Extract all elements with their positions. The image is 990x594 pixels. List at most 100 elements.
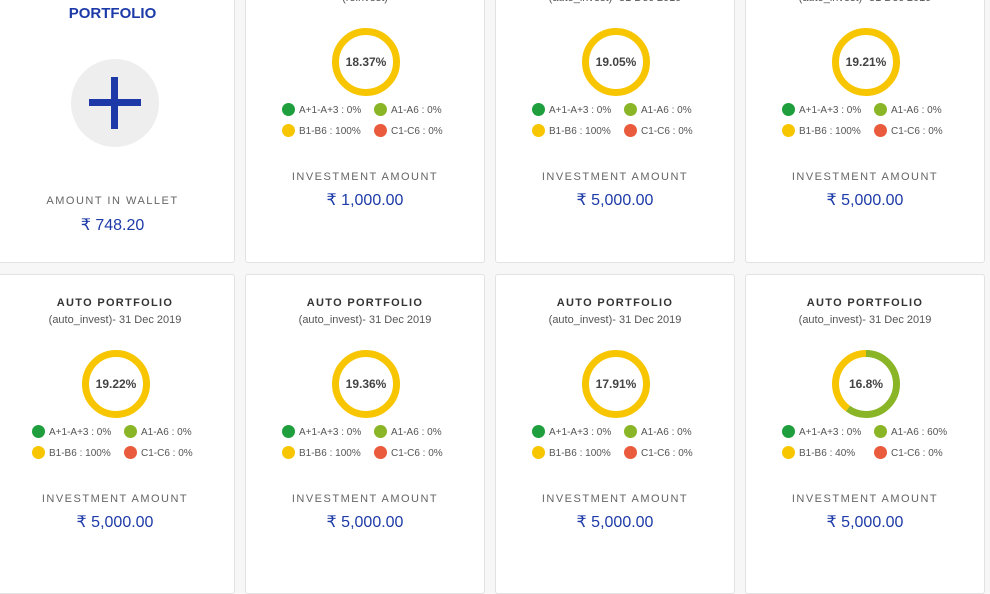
- donut-segment-b-grade: [332, 28, 400, 96]
- investment-amount: ₹ 1,000.00: [326, 192, 404, 209]
- portfolio-return-pct: 18.37%: [345, 55, 387, 69]
- legend-a-plus: A+1-A+3 : 0%: [32, 425, 111, 438]
- donut-segment-b-grade: [332, 350, 400, 418]
- add-portfolio-button[interactable]: [71, 59, 159, 147]
- legend-label: C1-C6 : 0%: [891, 448, 943, 460]
- portfolio-subtitle: (auto_invest)- 31 Dec 2019: [48, 314, 182, 326]
- legend-label: C1-C6 : 0%: [141, 448, 193, 460]
- legend-dot-a-plus: [782, 425, 795, 438]
- legend-label: A+1-A+3 : 0%: [799, 427, 862, 439]
- allocation-donut: 16.8%: [831, 349, 901, 419]
- portfolio-return-pct: 17.91%: [595, 377, 637, 391]
- portfolio-card[interactable]: AUTO PORTFOLIO (auto_invest)- 31 Dec 2019…: [495, 274, 735, 594]
- legend-label: A1-A6 : 0%: [891, 105, 942, 117]
- investment-amount: ₹ 5,000.00: [826, 192, 904, 209]
- legend-b: B1-B6 : 100%: [782, 124, 861, 137]
- legend-a: A1-A6 : 60%: [874, 425, 947, 438]
- legend-a-plus: A+1-A+3 : 0%: [782, 425, 862, 439]
- investment-amount: ₹ 5,000.00: [826, 514, 904, 531]
- investment-amount-label: INVESTMENT AMOUNT: [291, 171, 439, 183]
- legend-dot-c: [624, 446, 637, 459]
- allocation-donut: 19.22%: [81, 349, 151, 419]
- portfolio-return-pct: 19.05%: [595, 55, 637, 69]
- allocation-donut: 19.21%: [831, 27, 901, 97]
- legend-b: B1-B6 : 100%: [32, 446, 111, 459]
- legend-label: A1-A6 : 0%: [641, 105, 692, 117]
- donut-segment-b-grade: [582, 28, 650, 96]
- legend-dot-a: [624, 103, 637, 116]
- investment-amount-label: INVESTMENT AMOUNT: [791, 493, 939, 505]
- legend-dot-a-plus: [282, 103, 295, 116]
- investment-amount: ₹ 5,000.00: [76, 514, 154, 531]
- legend-dot-a: [874, 103, 887, 116]
- investment-amount-label: INVESTMENT AMOUNT: [541, 171, 689, 183]
- legend-label: B1-B6 : 100%: [549, 126, 611, 138]
- portfolio-title: AUTO PORTFOLIO: [306, 297, 424, 309]
- legend-label: B1-B6 : 100%: [299, 448, 361, 460]
- investment-amount-label: INVESTMENT AMOUNT: [291, 493, 439, 505]
- portfolio-return-pct: 16.8%: [848, 377, 884, 391]
- legend-c: C1-C6 : 0%: [874, 124, 943, 138]
- legend-b: B1-B6 : 100%: [532, 446, 611, 460]
- allocation-donut: 17.91%: [581, 349, 651, 419]
- wallet-title: PORTFOLIO: [68, 5, 157, 22]
- legend-b: B1-B6 : 100%: [282, 124, 361, 138]
- legend-label: A1-A6 : 0%: [391, 427, 442, 439]
- allocation-donut: 19.05%: [581, 27, 651, 97]
- legend-dot-c: [874, 446, 887, 459]
- legend-c: C1-C6 : 0%: [624, 446, 693, 460]
- legend-dot-c: [874, 124, 887, 137]
- legend-label: C1-C6 : 0%: [641, 448, 693, 460]
- legend-b: B1-B6 : 40%: [782, 446, 856, 460]
- legend-dot-b: [282, 124, 295, 137]
- portfolio-subtitle: (auto_invest)- 31 Dec 2019: [746, 0, 984, 4]
- portfolio-subtitle: (auto_invest)- 31 Dec 2019: [548, 314, 682, 326]
- donut-segment-b-grade: [82, 350, 150, 418]
- portfolio-card[interactable]: (auto_invest)- 31 Dec 2019 19.21% A+1-A+3 …: [745, 0, 985, 263]
- legend-a: A1-A6 : 0%: [624, 425, 692, 439]
- legend-label: C1-C6 : 0%: [891, 126, 943, 138]
- legend-c: C1-C6 : 0%: [374, 446, 443, 459]
- wallet-amount: ₹ 748.20: [80, 217, 145, 234]
- legend-label: A+1-A+3 : 0%: [549, 427, 612, 439]
- portfolio-card[interactable]: (reinvest) 18.37% A+1-A+3 : 0% A1-A6 : 0% B1…: [245, 0, 485, 263]
- investment-amount: ₹ 5,000.00: [576, 192, 654, 209]
- portfolio-return-pct: 19.22%: [95, 377, 137, 391]
- legend-a-plus: A+1-A+3 : 0%: [532, 425, 612, 439]
- allocation-donut: 19.36%: [331, 349, 401, 419]
- portfolio-card[interactable]: AUTO PORTFOLIO (auto_invest)- 31 Dec 2019…: [0, 274, 235, 594]
- legend-a: A1-A6 : 0%: [874, 103, 942, 117]
- portfolio-title: AUTO PORTFOLIO: [56, 297, 174, 309]
- legend-dot-a: [624, 425, 637, 438]
- portfolio-card[interactable]: AUTO PORTFOLIO (auto_invest)- 31 Dec 2019…: [745, 274, 985, 594]
- legend-dot-a: [124, 425, 137, 438]
- wallet-amount-label: AMOUNT IN WALLET: [46, 195, 179, 207]
- legend-label: B1-B6 : 100%: [549, 448, 611, 460]
- legend-dot-a-plus: [282, 425, 295, 438]
- legend-label: B1-B6 : 40%: [799, 448, 856, 460]
- investment-amount-label: INVESTMENT AMOUNT: [791, 171, 939, 183]
- legend-a-plus: A+1-A+3 : 0%: [282, 103, 362, 117]
- portfolio-card[interactable]: (auto_invest)- 31 Dec 2019 19.05% A+1-A+3 …: [495, 0, 735, 263]
- legend-c: C1-C6 : 0%: [124, 446, 193, 460]
- allocation-donut: 18.37%: [331, 27, 401, 97]
- donut-segment-b-grade: [582, 350, 650, 418]
- legend-label: A+1-A+3 : 0%: [299, 105, 362, 117]
- legend-a: A1-A6 : 0%: [124, 425, 192, 438]
- legend-label: A1-A6 : 0%: [641, 427, 692, 439]
- legend-label: B1-B6 : 100%: [299, 126, 361, 138]
- portfolio-card[interactable]: AUTO PORTFOLIO (auto_invest)- 31 Dec 2019…: [245, 274, 485, 594]
- legend-dot-a: [374, 103, 387, 116]
- legend-dot-c: [374, 446, 387, 459]
- legend-c: C1-C6 : 0%: [374, 124, 443, 137]
- legend-c: C1-C6 : 0%: [874, 446, 943, 460]
- portfolio-return-pct: 19.36%: [345, 377, 387, 391]
- legend-dot-b: [782, 124, 795, 137]
- legend-dot-b: [532, 124, 545, 137]
- wallet-card: PORTFOLIO AMOUNT IN WALLET ₹ 748.20: [0, 0, 235, 263]
- legend-dot-a-plus: [532, 103, 545, 116]
- legend-label: A+1-A+3 : 0%: [549, 105, 612, 117]
- legend-dot-b: [532, 446, 545, 459]
- portfolio-title: AUTO PORTFOLIO: [806, 297, 924, 309]
- legend-dot-c: [124, 446, 137, 459]
